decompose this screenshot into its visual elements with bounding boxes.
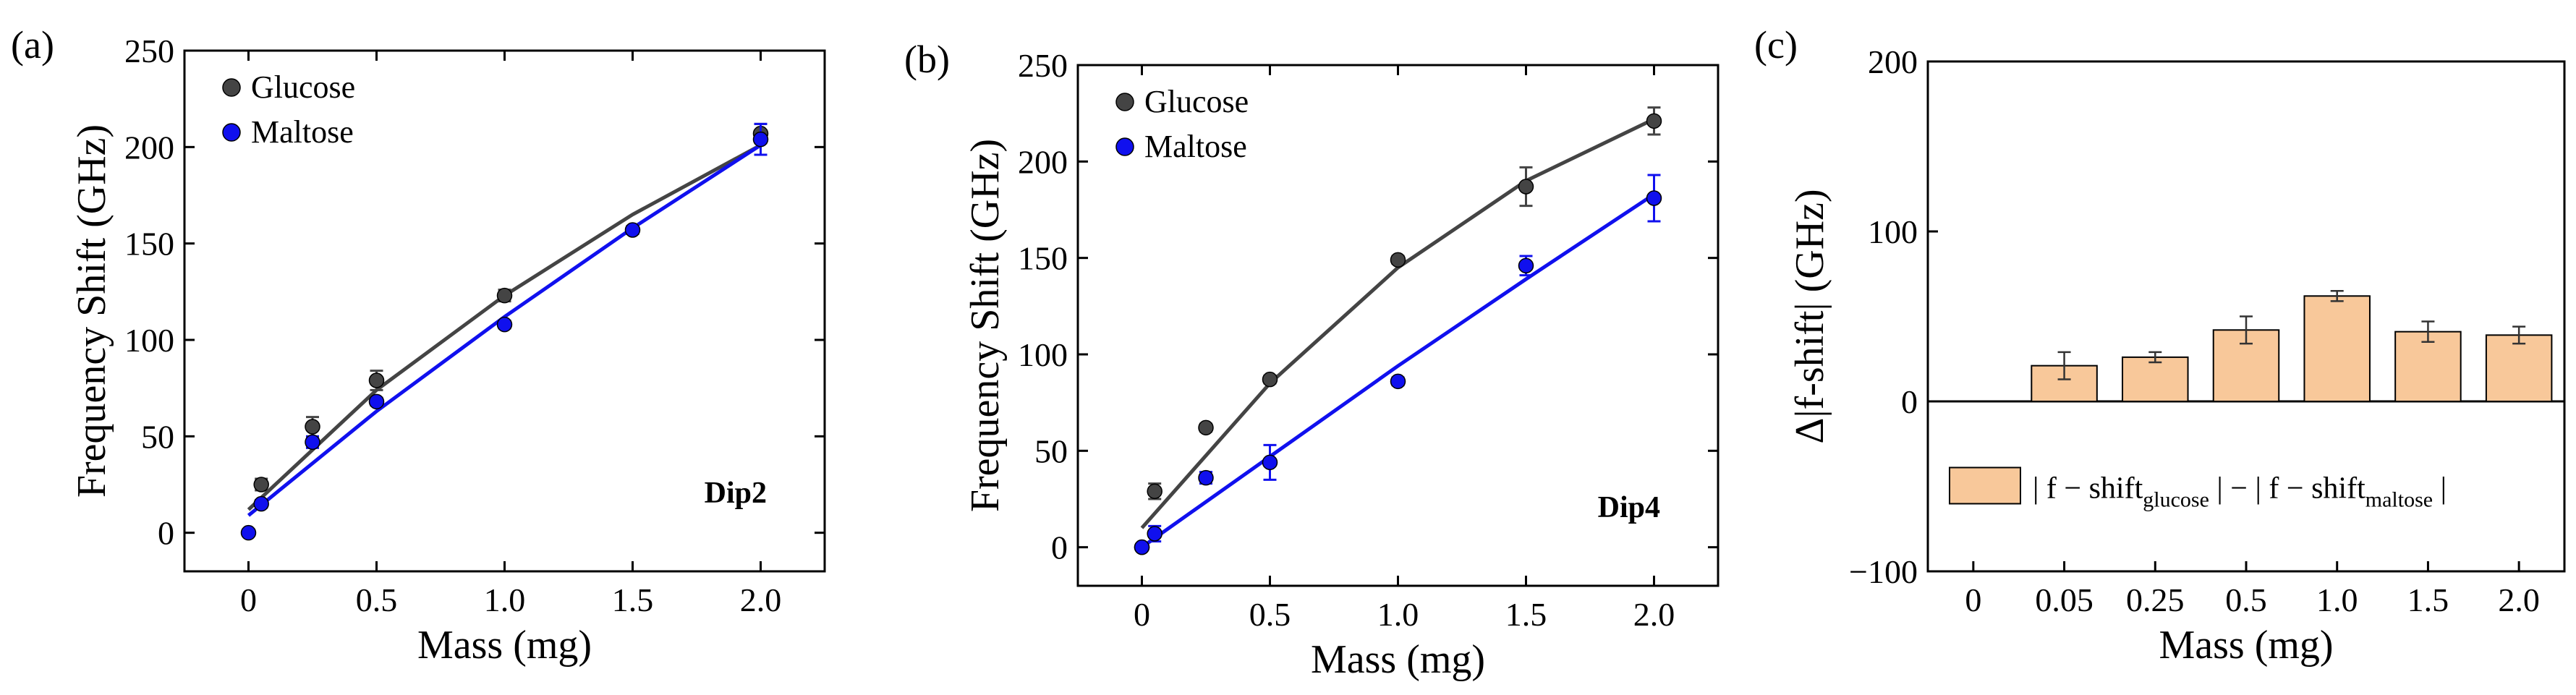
- x-tick-label: 0.5: [356, 581, 398, 618]
- bar: [2485, 334, 2553, 403]
- panel-b-mass-vs-shift-dip4: 0 0.5 1.0 1.5 2.0 0 50 100 150 200 250 Mass (mg) Fre…: [904, 38, 1720, 682]
- data-point-maltose: [496, 316, 513, 333]
- y-tick-label: 250: [1018, 47, 1068, 84]
- annotation-label: Dip2: [705, 477, 767, 510]
- x-tick-label: 0.5: [2225, 581, 2267, 618]
- y-axis-label: Frequency Shift (GHz): [69, 124, 114, 498]
- legend-marker-glucose: [1115, 93, 1134, 111]
- data-point-glucose: [253, 477, 269, 493]
- legend-label-maltose: Maltose: [1144, 129, 1247, 164]
- data-point-glucose: [1262, 371, 1278, 388]
- x-tick-label: 1.0: [1377, 596, 1419, 633]
- y-tick-label: 200: [1018, 143, 1068, 180]
- x-tick-label: 1.5: [612, 581, 654, 618]
- y-tick-label: 0: [158, 515, 174, 552]
- x-tick-label: 2.0: [1633, 596, 1675, 633]
- data-point-glucose: [1147, 483, 1162, 500]
- data-point-maltose: [624, 222, 641, 238]
- legend-label-maltose: Maltose: [251, 114, 354, 150]
- data-point-glucose: [368, 372, 385, 388]
- panel-label: (b): [904, 38, 950, 81]
- data-point-maltose: [1262, 454, 1278, 471]
- x-tick-label: 0: [1134, 596, 1150, 633]
- panel-label: (c): [1754, 23, 1798, 67]
- data-point-maltose: [1134, 539, 1150, 555]
- legend-label: | f − shiftglucose | − | f − shiftmaltos…: [2033, 472, 2447, 512]
- legend-marker-maltose: [222, 123, 241, 142]
- data-point-maltose: [305, 434, 320, 451]
- legend-text: | f − shift: [2033, 472, 2143, 506]
- bar: [2394, 331, 2462, 402]
- y-tick-label: 50: [141, 418, 174, 455]
- y-tick-label: 150: [124, 226, 174, 263]
- legend-marker-glucose: [222, 78, 241, 97]
- data-point-maltose: [1198, 469, 1214, 486]
- y-axis-label: Frequency Shift (GHz): [963, 139, 1008, 512]
- y-tick-label: 250: [124, 33, 174, 69]
- y-tick-label: 200: [124, 129, 174, 166]
- y-tick-label: 100: [124, 322, 174, 359]
- y-tick-label: 50: [1034, 432, 1068, 469]
- fit-line-maltose: [1141, 192, 1655, 549]
- x-tick-label: 2.0: [2498, 581, 2540, 618]
- data-point-glucose: [1518, 179, 1534, 195]
- bar: [2303, 295, 2371, 402]
- legend-label-glucose: Glucose: [1144, 84, 1249, 119]
- panel-label: (a): [11, 23, 54, 67]
- y-tick-label: 0: [1051, 529, 1068, 566]
- data-point-maltose: [1147, 526, 1162, 542]
- legend-swatch: [1949, 466, 2021, 505]
- legend-subscript: maltose: [2365, 488, 2433, 512]
- x-tick-label: 1.0: [484, 581, 526, 618]
- data-point-glucose: [496, 287, 513, 304]
- bar: [2122, 356, 2189, 402]
- x-tick-label: 2.0: [740, 581, 782, 618]
- x-tick-label: 1.0: [2316, 581, 2358, 618]
- legend-marker-maltose: [1115, 137, 1134, 156]
- y-tick-label: 0: [1901, 383, 1918, 420]
- x-axis-label: Mass (mg): [1311, 637, 1485, 682]
- data-point-maltose: [1518, 257, 1534, 274]
- y-tick-label: −100: [1849, 553, 1918, 590]
- y-tick-label: 100: [1018, 336, 1068, 373]
- data-point-glucose: [305, 419, 320, 435]
- x-tick-label: 0: [1965, 581, 1981, 618]
- legend-subscript: glucose: [2143, 488, 2209, 512]
- legend-label-glucose: Glucose: [251, 69, 355, 105]
- data-point-maltose: [240, 524, 257, 541]
- data-point-glucose: [1198, 419, 1214, 436]
- panel-c-difference-bar-chart: −100 0 100 200 0 0.05 0.25 0.5 1.0 1.5 2.0 Mass (mg…: [1754, 23, 2566, 668]
- data-point-maltose: [752, 131, 769, 148]
- x-tick-label: 0.05: [2035, 581, 2093, 618]
- x-tick-label: 0.5: [1249, 596, 1291, 633]
- x-tick-label: 0: [240, 581, 257, 618]
- legend-text: |: [2433, 472, 2447, 506]
- x-tick-label: 1.5: [1505, 596, 1547, 633]
- annotation-label: Dip4: [1598, 491, 1660, 524]
- data-point-maltose: [1646, 190, 1662, 206]
- x-tick-label: 1.5: [2407, 581, 2449, 618]
- legend-text: | − | f − shift: [2209, 472, 2365, 506]
- data-point-maltose: [253, 495, 269, 512]
- y-tick-label: 100: [1868, 213, 1918, 250]
- x-axis-label: Mass (mg): [2159, 623, 2333, 668]
- data-point-glucose: [1390, 252, 1406, 268]
- x-axis-label: Mass (mg): [417, 623, 592, 668]
- fit-line-glucose: [1140, 117, 1655, 529]
- y-axis-label: Δ|f-shift| (GHz): [1788, 189, 1832, 443]
- data-point-maltose: [368, 393, 385, 410]
- x-tick-label: 0.25: [2126, 581, 2185, 618]
- data-point-glucose: [1646, 113, 1662, 129]
- y-tick-label: 150: [1018, 240, 1068, 277]
- y-tick-label: 200: [1868, 43, 1918, 80]
- panel-a-mass-vs-shift-dip2: 0 0.5 1.0 1.5 2.0 0 50 100 150 200 250 Mass (mg) Fre…: [11, 23, 826, 668]
- data-point-maltose: [1390, 373, 1406, 390]
